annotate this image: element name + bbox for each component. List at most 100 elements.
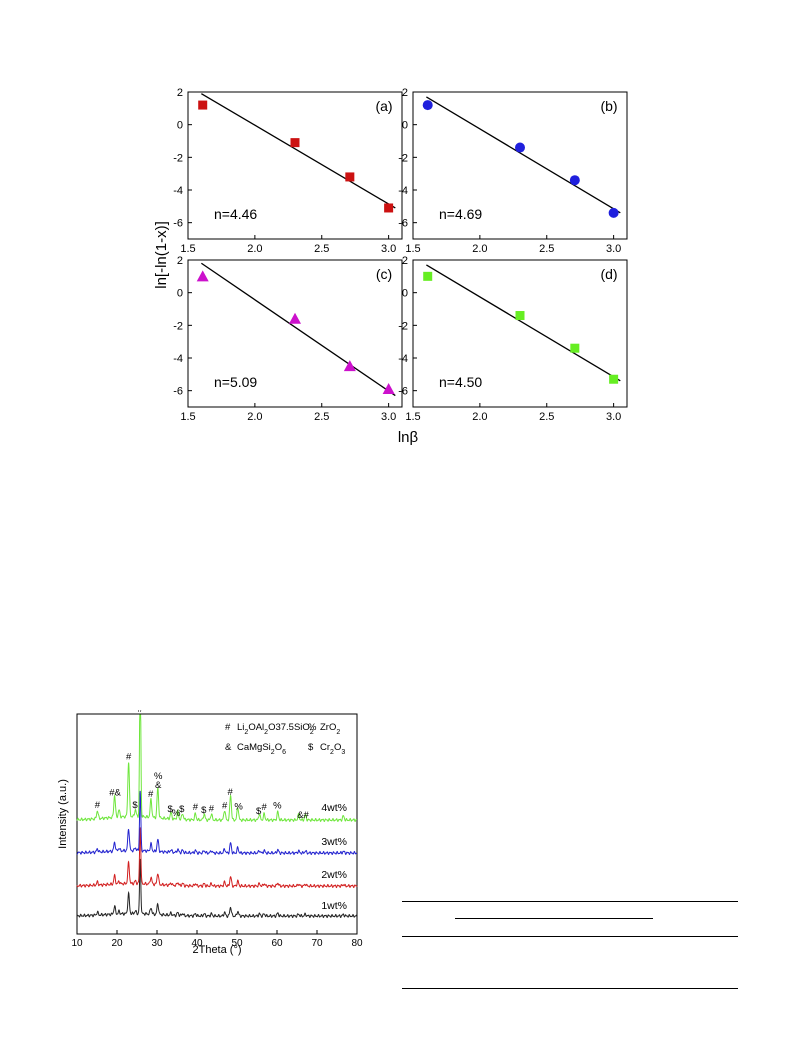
kinetics-y-axis-label: ln[-ln(1-x)] [153, 221, 170, 289]
xrd-plot-area: 10203040506070801wt%2wt%3wt%4wt%##&#$##&… [71, 710, 363, 949]
panel-frame [187, 91, 403, 240]
peak-label: $ [201, 805, 207, 816]
x-tick-label: 2.5 [314, 243, 329, 255]
x-tick-label: 50 [231, 938, 243, 949]
y-tick-label: 2 [402, 255, 408, 267]
peak-label: $ [256, 806, 262, 817]
peak-label: $ [179, 804, 185, 815]
fit-line [426, 96, 621, 214]
panel-d: 1.5 2.0 2.5 3.0 2 0 -2 -4 -6 (d) n=4.50 [398, 255, 628, 423]
y-tick-label: -4 [173, 185, 183, 197]
x-tick-label: 3.0 [381, 243, 396, 255]
peak-label: % [234, 802, 243, 813]
xrd-frame [76, 713, 358, 935]
legend-phase: Cr2O3 [320, 742, 345, 756]
y-tick-label: 0 [402, 120, 408, 132]
y-tick-label: -6 [173, 386, 183, 398]
legend-symbol: $ [308, 742, 314, 753]
y-tick-label: 2 [177, 255, 183, 267]
table-header-bottom-rule [402, 936, 738, 937]
x-tick-label: 2.0 [472, 411, 487, 423]
x-tick-label: 40 [191, 938, 203, 949]
peak-label: &# [297, 810, 309, 821]
data-point [515, 311, 525, 321]
x-tick-label: 3.0 [606, 411, 621, 423]
y-tick-label: -2 [398, 320, 408, 332]
y-tick-label: 0 [402, 288, 408, 300]
n-value-annotation: n=4.50 [439, 374, 482, 390]
x-tick-label: 70 [311, 938, 323, 949]
series-label: 3wt% [321, 836, 347, 848]
legend-phase: ZrO2 [320, 722, 340, 736]
y-tick-label: -6 [173, 218, 183, 230]
data-point [290, 138, 300, 148]
data-point [198, 100, 208, 110]
peak-label: # [95, 800, 101, 811]
n-value-annotation: n=4.46 [214, 206, 257, 222]
series-label: 2wt% [321, 869, 347, 881]
xrd-legend: # Li2OAl2O37.5SiO2% ZrO2 & CaMgSi2O6 $ Cr2O3 [225, 722, 345, 756]
panel-c: 1.5 2.0 2.5 3.0 2 0 -2 -4 -6 (c) n=5.09 [173, 255, 403, 423]
x-tick-label: 2.5 [539, 243, 554, 255]
legend-phase: Li2OAl2O37.5SiO2 [237, 722, 314, 736]
legend-symbol: # [225, 722, 231, 733]
xrd-series-4wtpct [76, 714, 358, 823]
y-tick-label: 2 [402, 87, 408, 99]
n-value-annotation: n=4.69 [439, 206, 482, 222]
x-tick-label: 1.5 [405, 411, 420, 423]
panel-label: (a) [375, 98, 392, 114]
data-point [608, 207, 619, 218]
x-tick-label: 60 [271, 938, 283, 949]
data-point [289, 312, 301, 324]
x-tick-label: 30 [151, 938, 163, 949]
data-point [423, 271, 433, 281]
data-point [570, 343, 580, 353]
x-tick-label: 2.5 [539, 411, 554, 423]
panel-a: 1.5 2.0 2.5 3.0 2 0 -2 -4 -6 (a) n=4.46 [173, 87, 403, 255]
y-tick-label: -4 [173, 353, 183, 365]
peak-label: # [126, 752, 132, 763]
x-tick-label: 3.0 [381, 411, 396, 423]
xrd-series-2wtpct [76, 827, 358, 889]
table-top-rule [402, 901, 738, 902]
xrd-figure: Intensity (a.u.) 2Theta (°) 10 20 30 40 50 60… [58, 710, 363, 956]
peak-label: % [172, 808, 181, 819]
peak-label: & [155, 780, 162, 791]
y-tick-label: -6 [398, 218, 408, 230]
data-point [515, 142, 525, 153]
legend-symbol: % [308, 722, 317, 733]
y-tick-label: 0 [177, 288, 183, 300]
legend-phase: CaMgSi2O6 [237, 742, 286, 756]
panel-label: (d) [600, 266, 617, 282]
panel-frame [187, 259, 403, 408]
x-tick-label: 1.5 [180, 243, 195, 255]
peak-label: # [262, 802, 268, 813]
y-tick-label: -2 [173, 152, 183, 164]
y-tick-label: -6 [398, 386, 408, 398]
xrd-series-1wtpct [76, 858, 358, 919]
peak-label: # [209, 804, 215, 815]
xrd-y-axis-label: Intensity (a.u.) [58, 779, 69, 849]
x-tick-label: 10 [71, 938, 83, 949]
kinetics-x-axis-label: lnβ [398, 429, 419, 446]
x-tick-label: 2.5 [314, 411, 329, 423]
x-tick-label: 1.5 [180, 411, 195, 423]
panel-label: (c) [376, 266, 392, 282]
table-bottom-rule [402, 988, 738, 989]
y-tick-label: -4 [398, 353, 408, 365]
panel-b: 1.5 2.0 2.5 3.0 2 0 -2 -4 -6 (b) n=4.69 [398, 87, 628, 255]
peak-label: $ [132, 800, 138, 811]
fit-line [201, 262, 396, 397]
x-tick-label: 2.0 [247, 411, 262, 423]
series-label: 4wt% [321, 802, 347, 814]
peak-label: % [273, 801, 282, 812]
fit-line [201, 93, 396, 209]
y-tick-label: -2 [173, 320, 183, 332]
peak-label: % [154, 771, 163, 782]
y-tick-label: 2 [177, 87, 183, 99]
x-tick-label: 2.0 [247, 243, 262, 255]
panel-frame [412, 91, 628, 240]
x-tick-label: 1.5 [405, 243, 420, 255]
data-point [196, 270, 209, 282]
x-tick-label: 3.0 [606, 243, 621, 255]
